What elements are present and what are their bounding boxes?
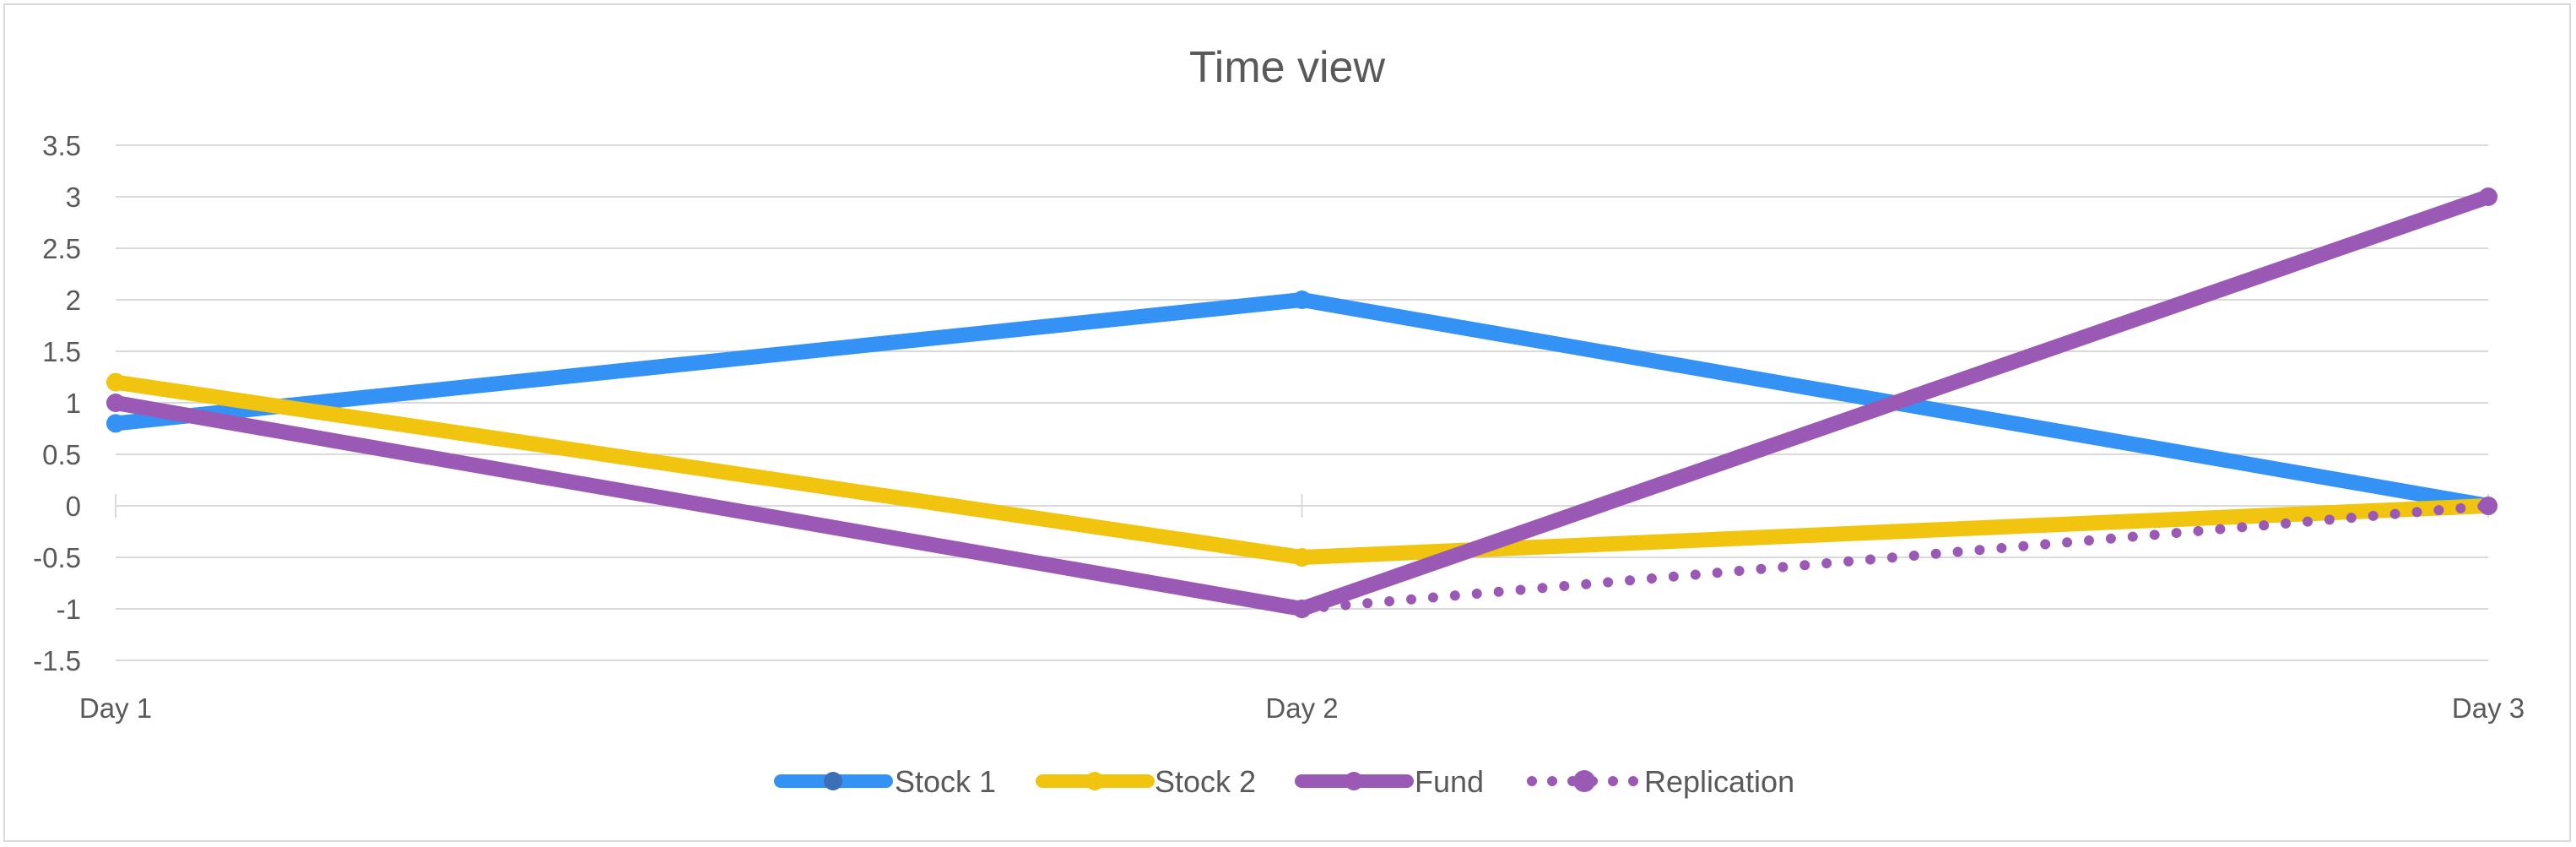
y-tick-label: 3	[66, 182, 81, 213]
x-tick-label: Day 3	[2452, 692, 2525, 724]
y-tick-label: 2	[66, 285, 81, 316]
legend-item-stock-2: Stock 2	[1036, 764, 1256, 799]
legend-marker	[1345, 772, 1363, 790]
legend-item-replication: Replication	[1527, 764, 1794, 799]
y-axis-labels: 3.5 3 2.5 2 1.5 1 0.5 0 -0.5 -1 -1.5	[33, 130, 81, 676]
y-tick-label: 0.5	[42, 439, 81, 470]
legend-marker	[824, 772, 842, 790]
legend-marker	[1085, 772, 1104, 790]
y-tick-label: 1	[66, 388, 81, 419]
y-tick-label: -1	[57, 594, 81, 625]
y-tick-label: 0	[66, 491, 81, 522]
chart-title: Time view	[1189, 43, 1386, 92]
legend-item-fund: Fund	[1295, 764, 1484, 799]
y-tick-label: 2.5	[42, 233, 81, 264]
legend-label: Replication	[1644, 764, 1794, 799]
data-point	[2479, 497, 2498, 515]
y-tick-label: -1.5	[33, 645, 81, 676]
y-tick-label: -0.5	[33, 542, 81, 573]
data-point	[106, 414, 125, 433]
legend: Stock 1 Stock 2 Fund Replication	[774, 764, 1794, 799]
legend-label: Stock 1	[895, 764, 996, 799]
x-tick-label: Day 2	[1265, 692, 1338, 724]
data-point	[1292, 548, 1312, 567]
legend-label: Stock 2	[1155, 764, 1256, 799]
data-point	[2479, 187, 2498, 206]
data-point	[1292, 290, 1312, 309]
data-point	[1292, 600, 1312, 618]
y-tick-label: 3.5	[42, 130, 81, 161]
legend-marker	[1573, 770, 1595, 792]
series-replication	[1292, 497, 2498, 618]
series-lines	[106, 187, 2498, 618]
legend-item-stock-1: Stock 1	[774, 764, 996, 799]
legend-label: Fund	[1415, 764, 1484, 799]
data-point	[106, 394, 125, 412]
series-line	[1296, 501, 2493, 614]
y-tick-label: 1.5	[42, 336, 81, 367]
x-tick-label: Day 1	[79, 692, 152, 724]
data-point	[106, 372, 125, 392]
x-axis-labels: Day 1 Day 2 Day 3	[79, 692, 2525, 724]
gridlines	[115, 144, 2489, 661]
